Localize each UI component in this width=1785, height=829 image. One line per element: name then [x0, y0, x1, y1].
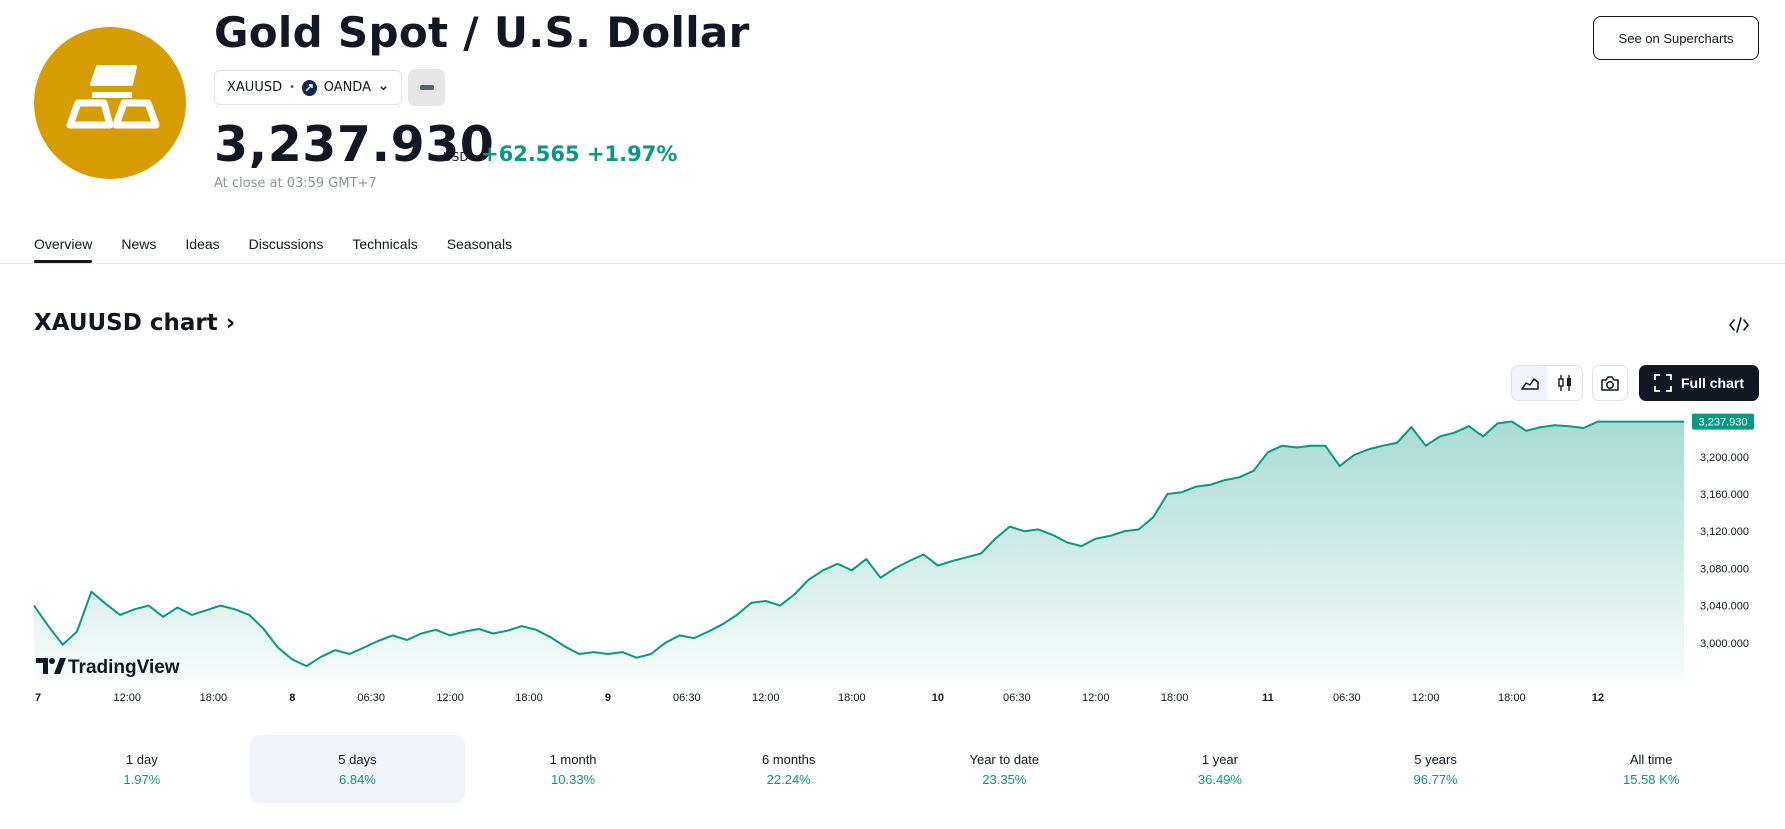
x-tick-label: 18:00 [1161, 692, 1189, 704]
tradingview-logo-icon [36, 658, 66, 674]
x-tick-label: 12 [1592, 692, 1604, 704]
last-price-badge [1692, 413, 1754, 430]
last-price-label: 3,237.930 [1699, 417, 1748, 429]
market-status-button[interactable] [408, 69, 445, 106]
x-tick-label: 11 [1262, 692, 1274, 704]
period-label: 5 years [1414, 751, 1457, 767]
y-tick-label: 3,120.000 [1700, 526, 1749, 538]
price-change-pct: +1.97% [586, 142, 678, 166]
price-change-abs: +62.565 [481, 142, 580, 166]
full-chart-label: Full chart [1680, 375, 1744, 391]
chart-heading-link[interactable]: XAUUSD chart › [34, 310, 235, 336]
x-tick-label: 18:00 [515, 692, 543, 704]
period-1-month[interactable]: 1 month 10.33% [465, 735, 681, 803]
chevron-right-icon: › [217, 310, 236, 336]
y-tick-label: 3,000.000 [1700, 638, 1749, 650]
x-tick-label: 12:00 [113, 692, 141, 704]
x-tick-label: 06:30 [673, 692, 701, 704]
chart-heading-label: XAUUSD chart [34, 310, 218, 336]
period-value: 36.49% [1197, 771, 1242, 787]
x-tick-label: 12:00 [436, 692, 464, 704]
period-5-years[interactable]: 5 years 96.77% [1328, 735, 1544, 803]
fullscreen-icon [1654, 374, 1672, 392]
area-chart-button[interactable] [1512, 366, 1547, 400]
x-tick-label: 06:30 [1333, 692, 1361, 704]
embed-code-icon[interactable] [1728, 315, 1750, 335]
candles-icon [1557, 375, 1571, 391]
period-label: 5 days [338, 751, 377, 767]
x-tick-label: 18:00 [200, 692, 228, 704]
period-value: 22.24% [766, 771, 811, 787]
price-change: +62.565 +1.97% [481, 142, 677, 166]
tradingview-watermark: TradingView [36, 657, 180, 678]
tab-ideas[interactable]: Ideas [185, 236, 220, 252]
full-chart-button[interactable]: Full chart [1639, 365, 1759, 401]
price-line [33, 420, 1684, 668]
period-1-year[interactable]: 1 year 36.49% [1112, 735, 1328, 803]
tab-news[interactable]: News [121, 236, 157, 252]
tab-discussions[interactable]: Discussions [248, 236, 324, 252]
period-label: 1 month [549, 751, 597, 767]
current-price: 3,237.930 [214, 116, 495, 173]
period-value: 6.84% [339, 771, 376, 787]
x-tick-label: 9 [605, 692, 611, 704]
period-selector: 1 day 1.97% 5 days 6.84% 1 month 10.33% 6 m… [34, 735, 1759, 803]
y-tick-label: 3,160.000 [1700, 489, 1749, 501]
period-label: Year to date [969, 751, 1040, 767]
page-title: Gold Spot / U.S. Dollar [214, 8, 750, 57]
period-value: 10.33% [551, 771, 596, 787]
gold-logo [34, 27, 186, 179]
period-value: 23.35% [982, 771, 1027, 787]
tab-overview[interactable]: Overview [34, 236, 93, 263]
separator-dot: • [289, 82, 295, 93]
close-note: At close at 03:59 GMT+7 [214, 176, 377, 191]
section-tabs: Overview News Ideas Discussions Technica… [34, 236, 541, 263]
tab-seasonals[interactable]: Seasonals [446, 236, 513, 252]
symbol-label: XAUUSD [227, 80, 283, 95]
minus-icon [419, 85, 434, 90]
period-label: 1 year [1201, 751, 1238, 767]
period-value: 96.77% [1413, 771, 1458, 787]
x-tick-label: 7 [35, 692, 41, 704]
period-all-time[interactable]: All time 15.58 K% [1543, 735, 1759, 803]
gold-bars-icon [66, 65, 160, 129]
x-tick-label: 06:30 [1003, 692, 1031, 704]
tradingview-wordmark: TradingView [68, 657, 180, 678]
period-label: 6 months [761, 751, 816, 767]
chart-style-toggle [1511, 365, 1583, 401]
price-area-fill [34, 421, 1684, 680]
period-1-day[interactable]: 1 day 1.97% [34, 735, 250, 803]
oanda-icon [302, 79, 317, 96]
y-tick-label: 3,080.000 [1700, 563, 1749, 575]
candles-chart-button[interactable] [1547, 366, 1582, 400]
x-tick-label: 12:00 [752, 692, 780, 704]
y-tick-label: 3,200.000 [1700, 452, 1749, 464]
period-5-days[interactable]: 5 days 6.84% [249, 735, 466, 803]
period-label: All time [1629, 751, 1673, 767]
snapshot-button[interactable] [1592, 365, 1628, 401]
period-6-months[interactable]: 6 months 22.24% [681, 735, 897, 803]
x-tick-label: 18:00 [1498, 692, 1526, 704]
tab-technicals[interactable]: Technicals [352, 236, 418, 252]
symbol-selector[interactable]: XAUUSD • OANDA [214, 70, 402, 105]
exchange-label: OANDA [323, 80, 371, 95]
period-year-to-date[interactable]: Year to date 23.35% [897, 735, 1113, 803]
x-tick-label: 12:00 [1412, 692, 1440, 704]
see-on-supercharts-button[interactable]: See on Supercharts [1593, 16, 1759, 60]
area-chart-icon [1520, 378, 1539, 390]
period-label: 1 day [125, 751, 158, 767]
x-tick-label: 12:00 [1082, 692, 1110, 704]
x-tick-label: 18:00 [838, 692, 866, 704]
period-value: 15.58 K% [1623, 771, 1680, 787]
x-tick-label: 10 [932, 692, 944, 704]
x-tick-label: 06:30 [357, 692, 385, 704]
camera-icon [1601, 375, 1619, 391]
tabs-divider [0, 263, 1785, 264]
price-chart[interactable]: 3,200.000 3,160.000 3,120.000 3,080.000 3,04… [0, 405, 1785, 710]
y-tick-label: 3,040.000 [1700, 601, 1749, 613]
currency-label: USD [443, 150, 469, 164]
x-tick-label: 8 [289, 692, 295, 704]
chevron-down-icon [380, 85, 387, 90]
period-value: 1.97% [123, 771, 161, 787]
